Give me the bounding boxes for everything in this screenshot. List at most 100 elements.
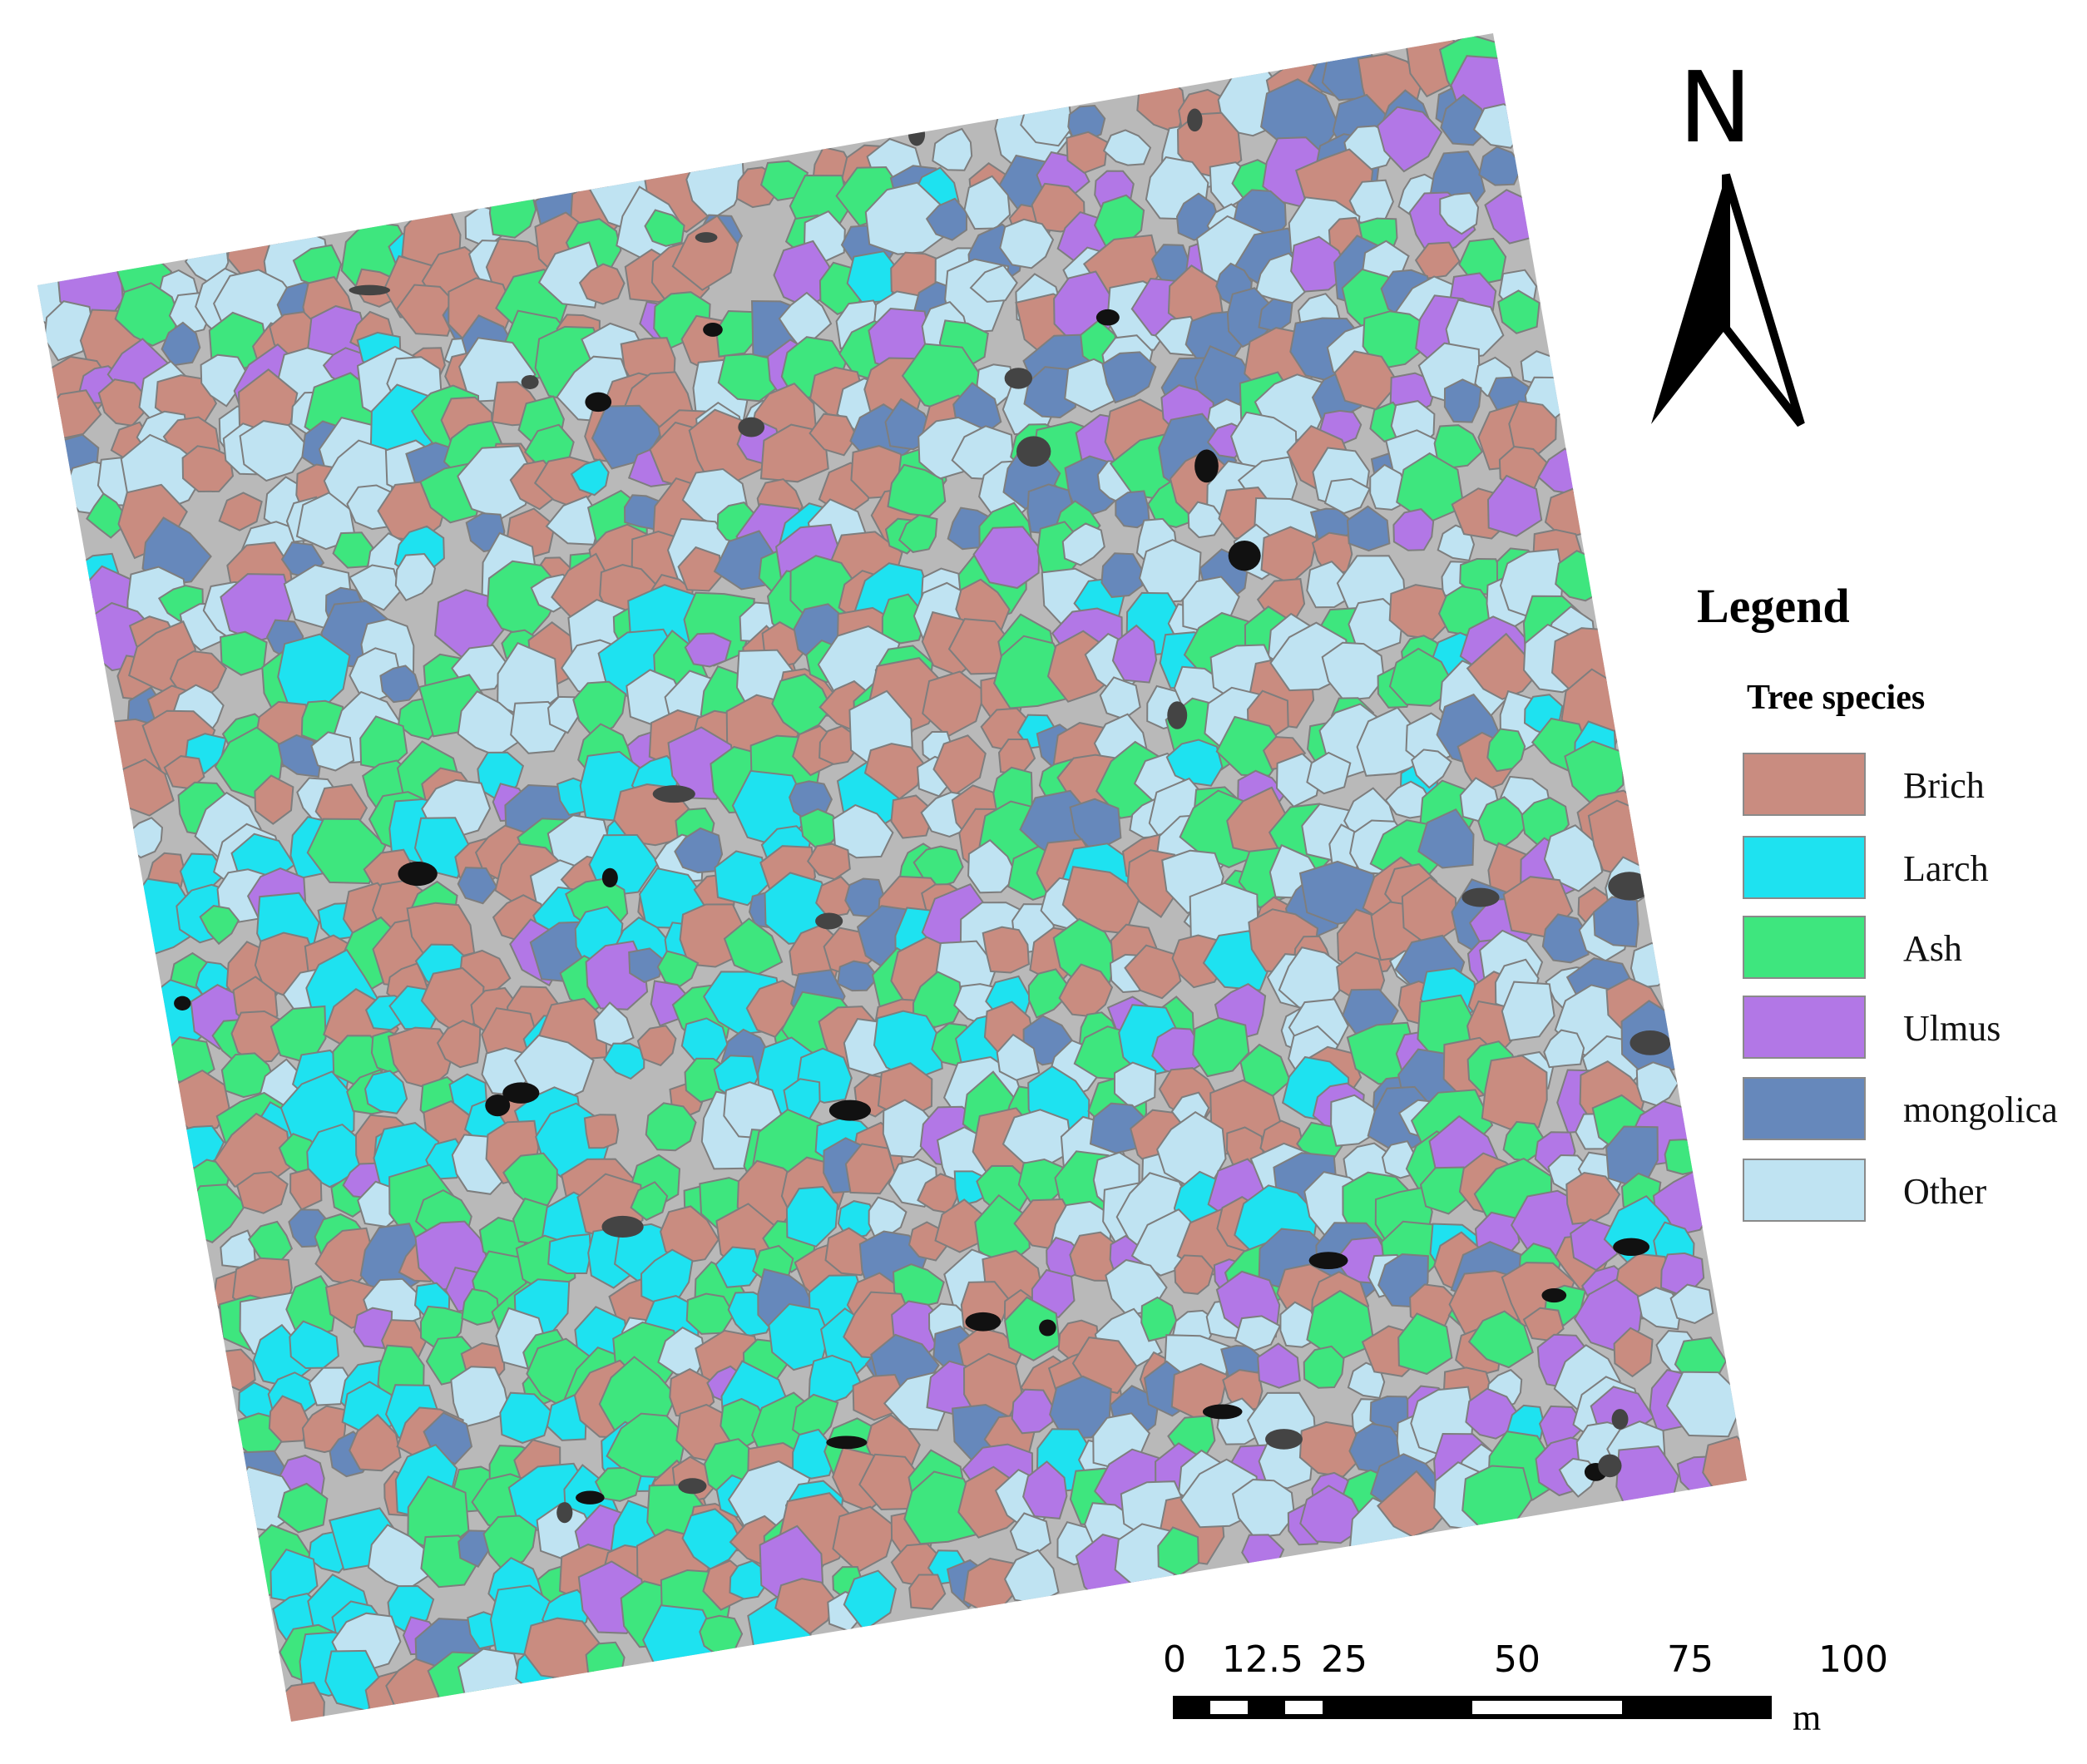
tree-crown [218,492,263,531]
tree-crown [1102,129,1152,166]
tree-crown [1303,1345,1345,1389]
tree-crown [1477,796,1530,849]
tree-crown [1111,624,1158,684]
tree-crown [1298,860,1376,926]
canopy-gap [678,1478,707,1495]
tree-crown [570,458,610,497]
tree-crown [671,215,739,291]
canopy-gap [738,417,765,437]
tree-crown [1467,1310,1534,1369]
canopy-gap [601,1215,644,1238]
scale-bar-graphic [1173,1696,1772,1719]
canopy-gap [1613,1238,1650,1257]
tree-crown [114,282,181,347]
tree-crown [1543,824,1604,892]
tree-crown [1481,1055,1548,1130]
tree-crown [310,731,355,772]
scale-tick-label: 25 [1321,1638,1367,1681]
tree-crown [972,526,1041,590]
scale-tick-label: 75 [1667,1638,1714,1681]
tree-crown [1003,1549,1060,1605]
legend-item-other: Other [1743,1159,2087,1225]
tree-crown [982,926,1030,974]
canopy-gap [1039,1319,1056,1337]
canopy-gap [1187,108,1203,132]
tree-crown [969,264,1018,303]
tree-crown [962,1352,1023,1421]
legend-item-ulmus: Ulmus [1743,996,2087,1062]
legend-swatch [1743,996,1866,1059]
tree-crown [583,1114,620,1149]
tree-crown [1321,641,1385,702]
tree-crown [1004,1296,1061,1361]
canopy-gap [703,323,723,337]
canopy-gap [1461,887,1500,907]
tree-crown [200,353,250,408]
canopy-gap [1608,872,1651,901]
scale-unit: m [1793,1697,1822,1738]
canopy-gap [1308,1252,1348,1270]
tree-crown [999,218,1055,269]
tree-crown [1257,1342,1301,1389]
tree-crown [1497,289,1541,334]
canopy-gap [349,284,390,296]
legend-item-brich: Brich [1743,753,2087,819]
legend-swatch [1743,916,1866,979]
canopy-gap [585,392,612,413]
tree-crown [235,1171,289,1214]
tree-crown [630,1181,669,1221]
legend-label: Larch [1903,848,1989,889]
tree-crown [1414,241,1461,279]
canopy-gap [576,1490,605,1505]
legend-label: Ulmus [1903,1008,2001,1049]
canopy-gap [907,122,926,146]
scale-bar-segment [1472,1701,1622,1714]
tree-crown [1069,798,1122,853]
canopy-gap [174,996,191,1010]
tree-crown [461,1287,500,1326]
tree-crown [1522,1307,1565,1342]
tree-crown [450,1366,511,1429]
tree-crown [349,564,402,611]
tree-crown [247,1220,294,1269]
scale-bar-segment [1285,1701,1323,1714]
tree-crown [594,1466,642,1502]
tree-crown [1592,896,1639,948]
tree-crown [669,1367,715,1418]
tree-crown [161,321,201,367]
canopy-gap [1611,1409,1629,1430]
tree-crown [963,175,1011,230]
legend-label: mongolica [1903,1090,2058,1130]
tree-crown [774,1578,836,1635]
tree-crown [680,1017,729,1064]
tree-crown [457,867,498,905]
tree-crown [1630,941,1675,989]
tree-crown [1066,131,1109,174]
tree-crown [681,1508,743,1570]
tree-crown [1022,1460,1068,1519]
legend-label: Ash [1903,928,1962,969]
tree-crown [685,1292,735,1335]
tree-crown [1165,739,1224,787]
tree-crown [363,1070,408,1114]
scale-bar-segment [1210,1701,1248,1714]
tree-crown [1100,552,1144,598]
tree-crown [270,1548,319,1604]
canopy-gap [485,1094,511,1117]
tree-crown [836,960,880,992]
tree-crown [898,514,938,553]
tree-crown [1061,522,1105,566]
tree-crown [1031,182,1086,233]
tree-crown [645,1102,697,1152]
tree-crown [677,546,723,592]
tree-crown [1155,1111,1227,1186]
tree-crown [1508,400,1557,455]
tree-crown [1174,1254,1214,1295]
legend: Legend Tree species Brich Larch Ash Ulmu… [1697,578,2080,1243]
canopy-gap [815,912,843,930]
tree-crown [379,665,421,704]
tree-crown [436,1020,482,1069]
legend-swatch [1743,1077,1866,1140]
